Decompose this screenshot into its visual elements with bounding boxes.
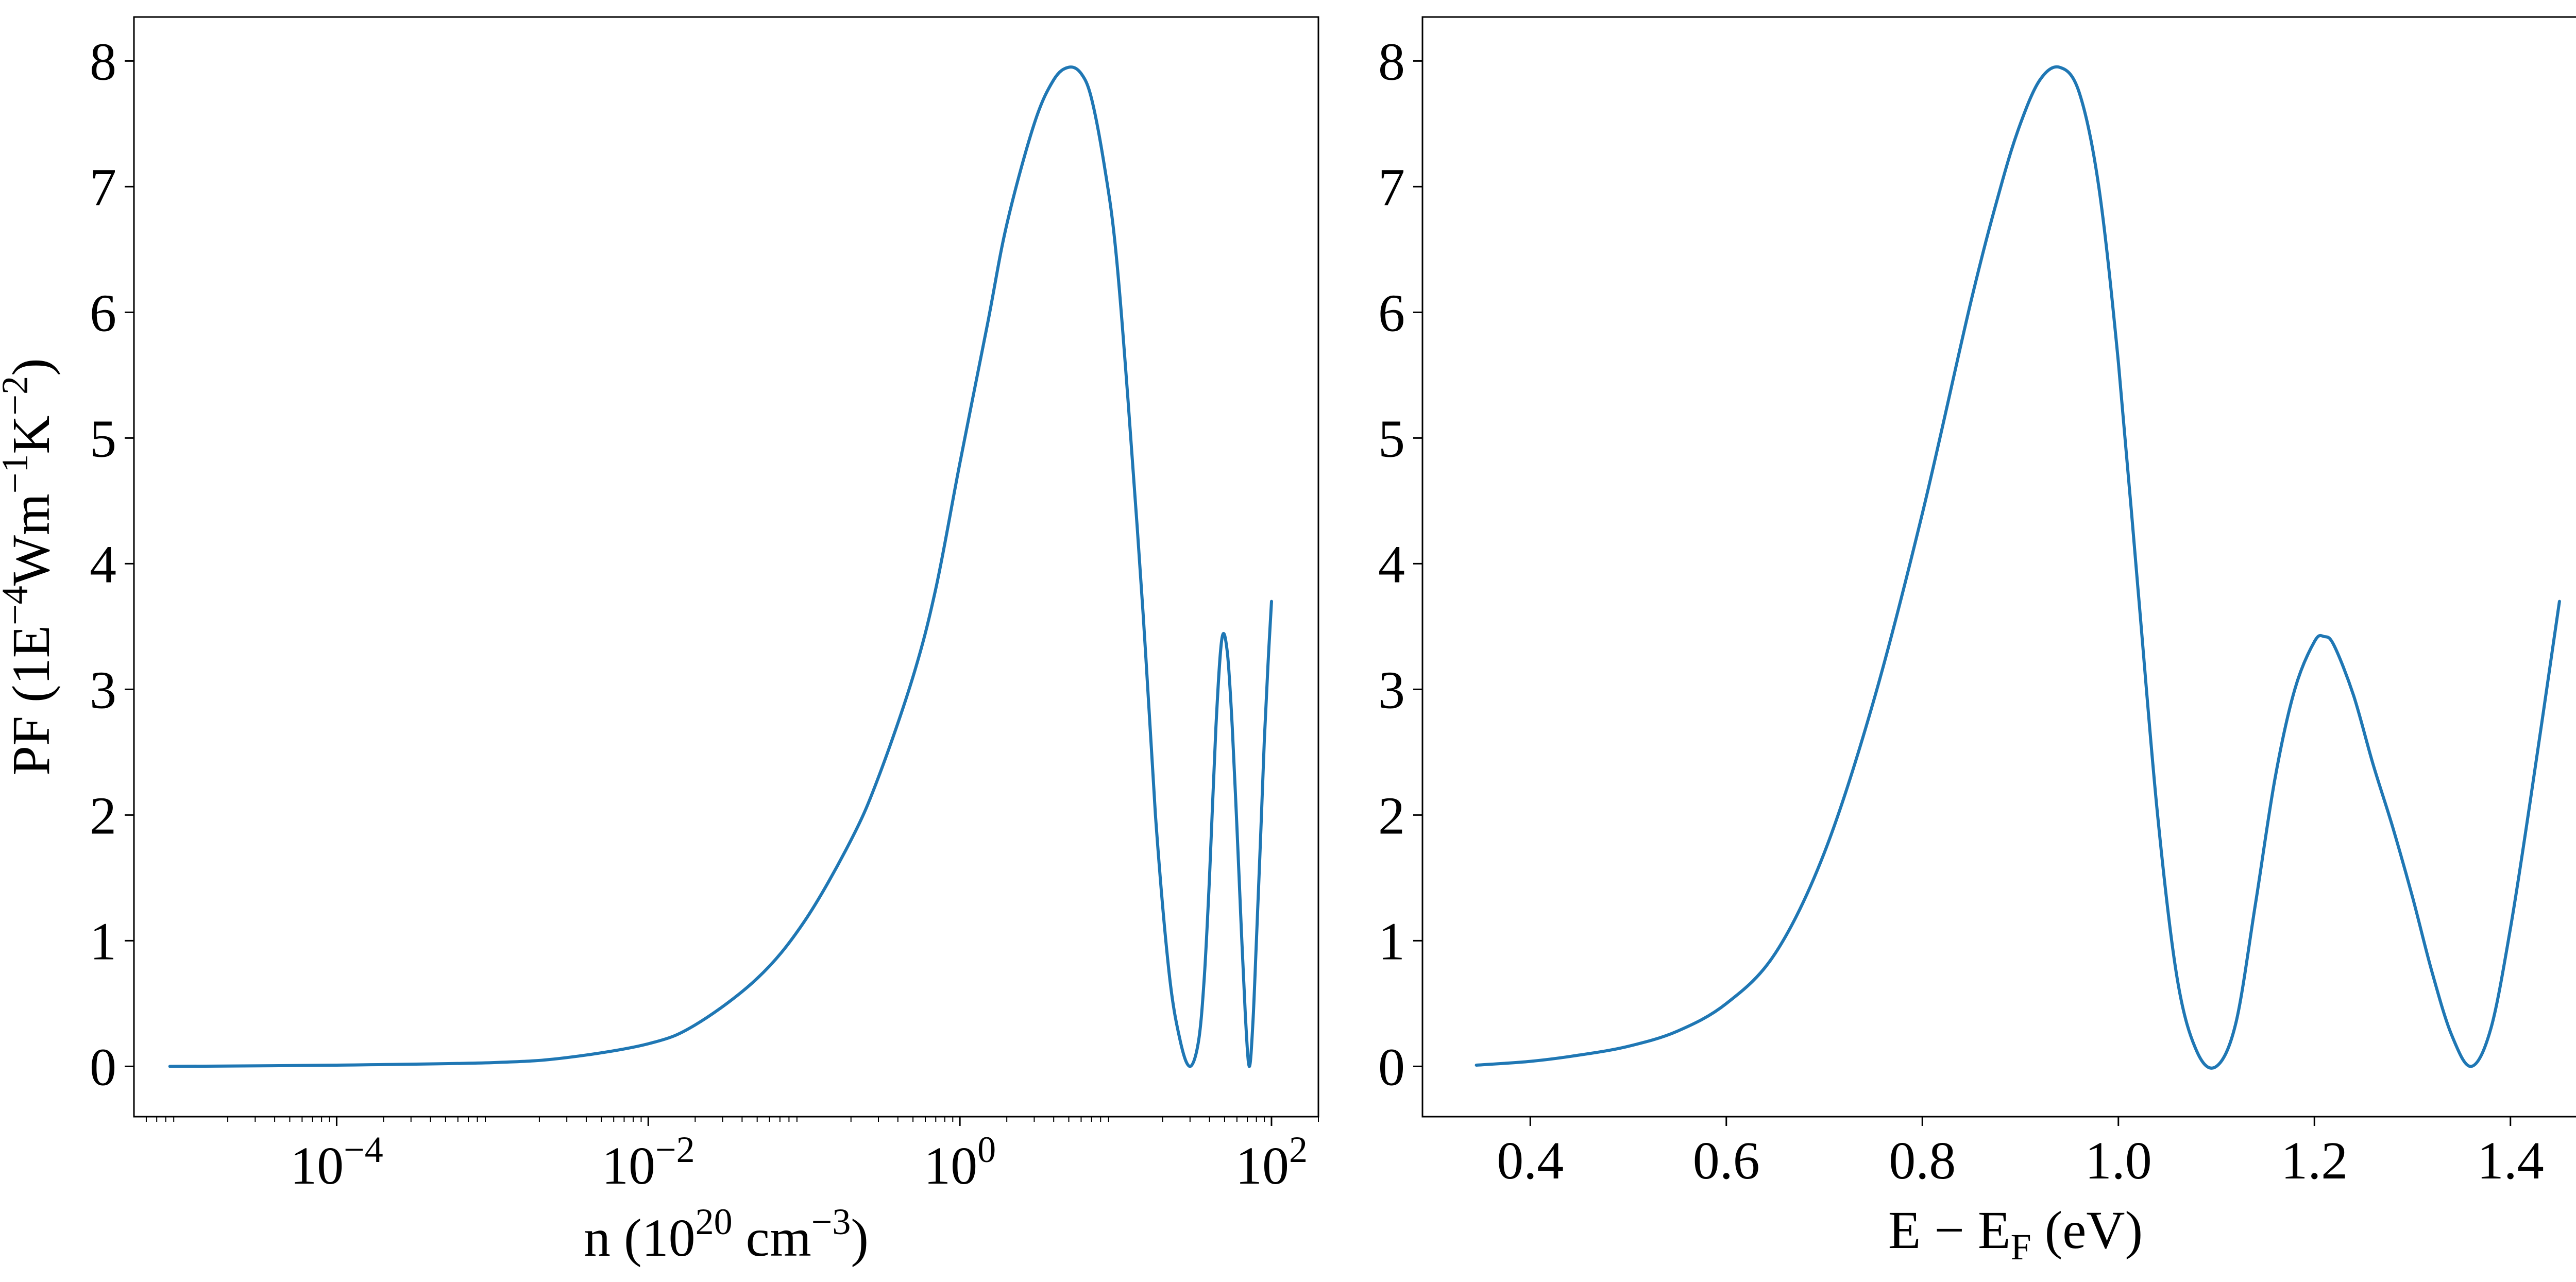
x-tick-label: 10−2 xyxy=(602,1129,695,1195)
y-tick-label: 1 xyxy=(1378,912,1405,971)
x-axis-label: E − EF (eV) xyxy=(1888,1201,2143,1268)
y-tick-label: 4 xyxy=(90,535,116,594)
y-tick-label: 3 xyxy=(1378,660,1405,720)
axes-frame xyxy=(1421,16,2576,1118)
series-line-1-0 xyxy=(1475,65,2561,1070)
x-tick-label: 102 xyxy=(1235,1129,1308,1195)
axes-frame xyxy=(133,16,1319,1118)
x-tick-label: 100 xyxy=(924,1129,996,1195)
x-axis-label: n (1020 cm−3) xyxy=(584,1201,869,1268)
y-tick-label: 1 xyxy=(90,912,116,971)
y-tick-label: 2 xyxy=(1378,786,1405,845)
y-tick-label: 6 xyxy=(90,283,116,343)
x-tick-label: 0.6 xyxy=(1693,1131,1760,1190)
x-tick-label: 0.4 xyxy=(1497,1131,1564,1190)
x-tick-label: 0.8 xyxy=(1889,1131,1956,1190)
right-chart-panel: 0 1 2 3 4 5 6 7 8 0.4 0.6 0.8 1.0 1.2 1.4 E − EF (eV) xyxy=(1378,16,2576,1268)
y-tick-label: 7 xyxy=(1378,158,1405,217)
y-tick-label: 0 xyxy=(90,1037,116,1097)
series-line-0-0 xyxy=(168,65,1273,1068)
left-chart-panel: 0 1 2 3 4 5 6 7 8 10−4 10−2 100 102 n (1020 cm−3) PF (… xyxy=(0,16,1319,1268)
y-tick-label: 3 xyxy=(90,660,116,720)
x-tick-label: 1.4 xyxy=(2477,1131,2544,1190)
y-tick-label: 8 xyxy=(1378,32,1405,91)
x-tick-label: 10−4 xyxy=(290,1129,383,1195)
y-tick-label: 5 xyxy=(1378,409,1405,468)
y-tick-label: 2 xyxy=(90,786,116,845)
y-tick-label: 7 xyxy=(90,158,116,217)
y-axis-label: PF (1E−4Wm−1K−2) xyxy=(0,358,61,775)
y-tick-label: 6 xyxy=(1378,283,1405,343)
y-tick-label: 4 xyxy=(1378,535,1405,594)
x-tick-label: 1.0 xyxy=(2085,1131,2152,1190)
x-tick-label: 1.2 xyxy=(2281,1131,2348,1190)
y-tick-label: 5 xyxy=(90,409,116,468)
y-tick-label: 0 xyxy=(1378,1037,1405,1097)
y-tick-label: 8 xyxy=(90,32,116,91)
